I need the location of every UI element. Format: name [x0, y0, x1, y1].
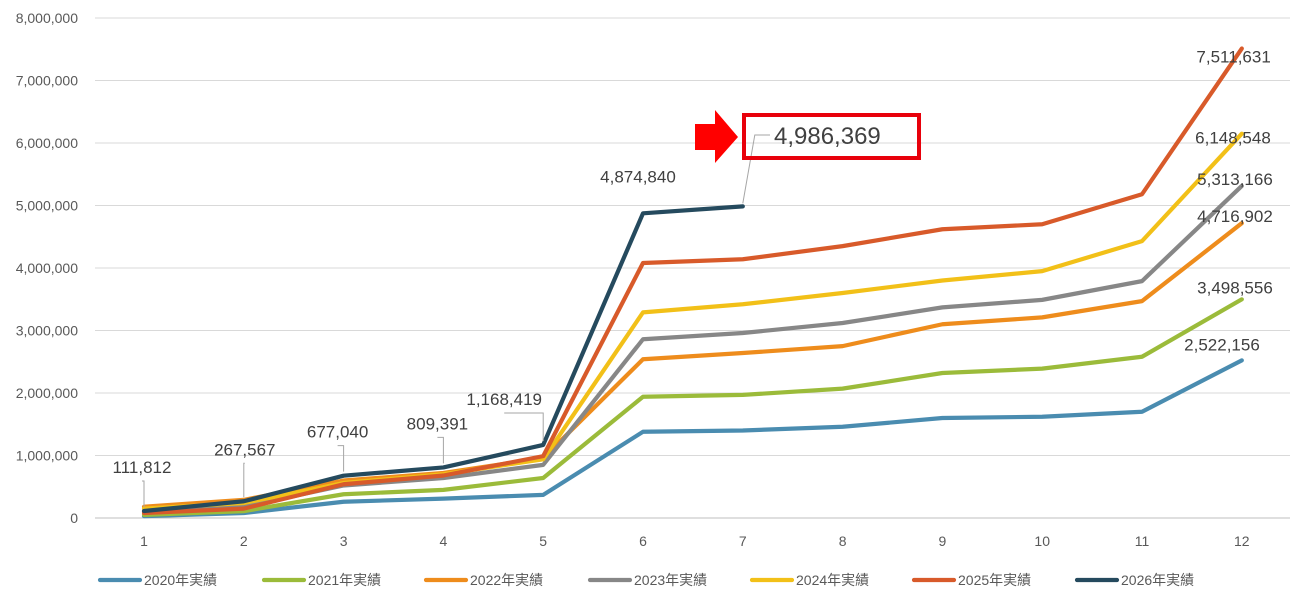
x-tick-label: 12 — [1234, 533, 1250, 549]
y-tick-label: 4,000,000 — [16, 260, 78, 276]
x-tick-label: 3 — [340, 533, 348, 549]
y-tick-label: 1,000,000 — [16, 448, 78, 464]
data-label: 1,168,419 — [466, 390, 542, 409]
gridlines — [95, 17, 1290, 519]
data-label: 267,567 — [214, 440, 275, 459]
x-tick-label: 4 — [440, 533, 448, 549]
series-line-2 — [141, 221, 1244, 509]
x-tick-label: 1 — [140, 533, 148, 549]
x-tick-label: 9 — [939, 533, 947, 549]
legend-label: 2021年実績 — [308, 572, 381, 588]
data-label: 5,313,166 — [1197, 170, 1273, 189]
y-axis: 0 1,000,000 2,000,000 3,000,000 4,000,000 5,0… — [16, 10, 79, 526]
x-tick-label: 8 — [839, 533, 847, 549]
legend-label: 2020年実績 — [144, 572, 217, 588]
series-line-1 — [141, 297, 1244, 517]
leader-line — [243, 462, 245, 498]
legend-label: 2025年実績 — [958, 572, 1031, 588]
series-line-0 — [141, 358, 1244, 519]
data-label: 3,498,556 — [1197, 278, 1273, 297]
legend: 2020年実績 2021年実績 2022年実績 2023年実績 2024年実績 2025年… — [97, 572, 1194, 588]
legend-label: 2023年実績 — [634, 572, 707, 588]
highlight-callout: 4,986,369 — [695, 110, 921, 204]
series-line-3 — [141, 183, 1244, 514]
series-lines — [141, 46, 1244, 519]
legend-label: 2022年実績 — [470, 572, 543, 588]
leader-line — [437, 436, 444, 464]
x-tick-label: 6 — [639, 533, 647, 549]
leader-line — [337, 445, 345, 472]
data-label: 111,812 — [113, 458, 172, 477]
x-tick-label: 7 — [739, 533, 747, 549]
legend-label: 2026年実績 — [1121, 572, 1194, 588]
y-tick-label: 7,000,000 — [16, 73, 78, 89]
highlight-value: 4,986,369 — [774, 123, 881, 150]
data-label: 2,522,156 — [1184, 335, 1260, 354]
x-tick-label: 10 — [1034, 533, 1050, 549]
y-tick-label: 6,000,000 — [16, 135, 78, 151]
data-label: 7,511,631 — [1196, 48, 1270, 67]
x-tick-label: 5 — [539, 533, 547, 549]
y-tick-label: 0 — [70, 510, 78, 526]
arrow-right-icon — [695, 110, 738, 163]
data-label: 809,391 — [407, 414, 468, 433]
y-tick-label: 5,000,000 — [16, 198, 78, 214]
data-label: 4,874,840 — [600, 167, 676, 186]
highlight-box — [742, 113, 921, 160]
data-label: 6,148,548 — [1195, 129, 1271, 148]
y-tick-label: 3,000,000 — [16, 323, 78, 339]
series-line-5 — [141, 46, 1244, 516]
data-label: 4,716,902 — [1197, 207, 1273, 226]
x-tick-label: 2 — [240, 533, 248, 549]
leader-lines — [142, 412, 544, 508]
data-labels: 111,812 267,567 677,040 809,391 1,168,419 4,8… — [113, 48, 1273, 477]
highlight-leader-line — [742, 134, 770, 204]
series-line-4 — [141, 131, 1244, 511]
legend-label: 2024年実績 — [796, 572, 869, 588]
x-tick-label: 11 — [1135, 533, 1150, 549]
series-line-6 — [141, 204, 745, 514]
data-label: 677,040 — [307, 423, 368, 442]
y-tick-label: 8,000,000 — [16, 10, 78, 26]
leader-line — [142, 480, 145, 508]
y-tick-label: 2,000,000 — [16, 385, 78, 401]
x-axis: 1 2 3 4 5 6 7 8 9 10 11 12 — [140, 533, 1250, 549]
leader-line — [504, 412, 544, 441]
